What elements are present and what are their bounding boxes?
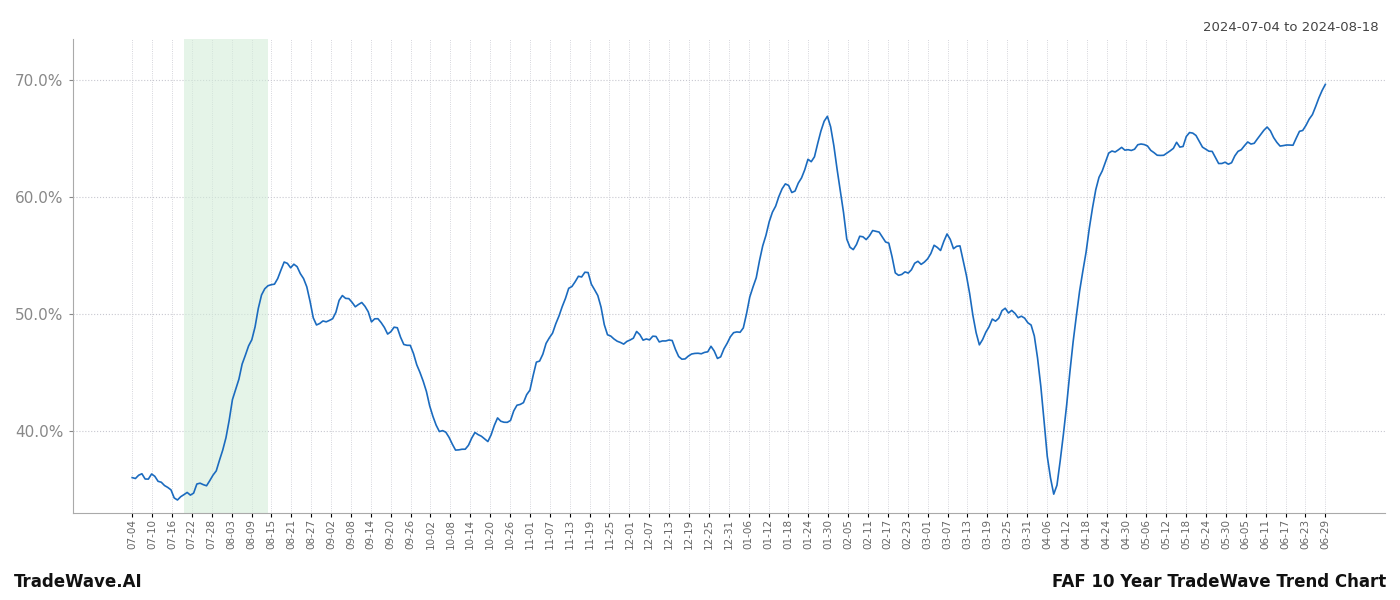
Text: TradeWave.AI: TradeWave.AI	[14, 573, 143, 591]
Text: FAF 10 Year TradeWave Trend Chart: FAF 10 Year TradeWave Trend Chart	[1051, 573, 1386, 591]
Bar	[183, 39, 267, 513]
Text: 2024-07-04 to 2024-08-18: 2024-07-04 to 2024-08-18	[1204, 21, 1379, 34]
